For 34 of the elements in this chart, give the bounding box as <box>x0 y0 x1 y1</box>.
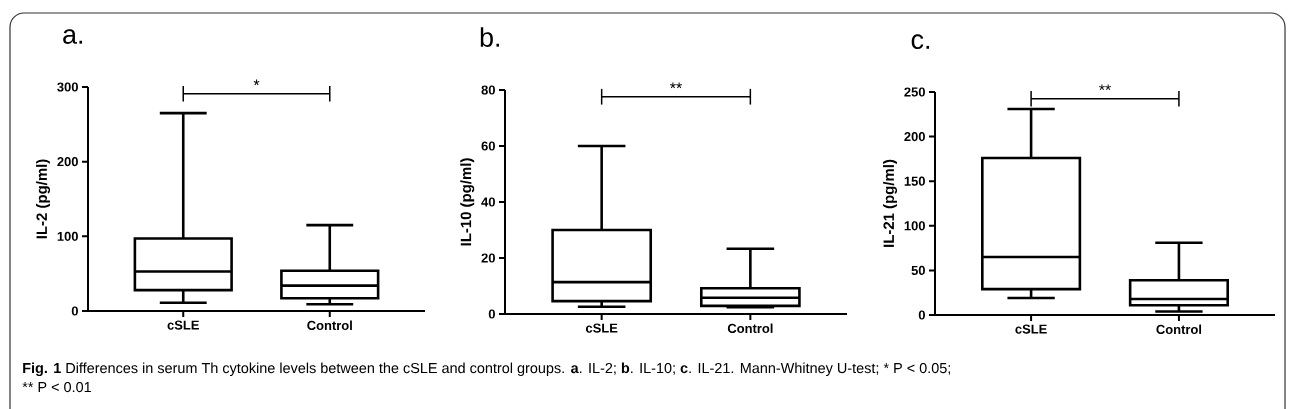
y-axis-title: IL-2 (pg/ml) <box>36 159 51 239</box>
y-tick-label: 40 <box>481 197 495 207</box>
y-tick-label: 50 <box>911 265 925 275</box>
y-tick-label: 200 <box>57 157 78 167</box>
y-tick-label: 250 <box>904 87 925 97</box>
y-tick-label: 300 <box>57 82 78 92</box>
text: ** <box>1099 84 1111 91</box>
y-tick-label: 100 <box>57 231 78 241</box>
text: * <box>253 79 260 86</box>
text: * P < 0.05; <box>883 362 951 375</box>
y-tick-label: 200 <box>904 132 925 142</box>
chart-title: b. <box>480 27 500 47</box>
x-tick-label: Control <box>307 320 352 331</box>
x-tick-label: Control <box>1156 324 1202 335</box>
y-axis-title: IL-10 (pg/ml) <box>460 158 475 246</box>
y-tick-label: 0 <box>488 309 495 319</box>
x-tick-label: cSLE <box>1015 324 1047 334</box>
y-tick-label: 60 <box>481 141 495 151</box>
x-tick-label: cSLE <box>585 323 618 333</box>
x-tick-label: Control <box>727 323 773 334</box>
y-axis-title: IL-21 (pg/ml) <box>883 159 898 247</box>
x-tick-label: cSLE <box>167 320 199 330</box>
text: Differences in serum Th cytokine levels between the cSLE and control groups. a. IL-2; b. IL-10; c. IL-21. Mann-Whitney U-test; <box>66 362 879 376</box>
text: ** P < 0.01 <box>22 381 91 393</box>
y-tick-label: 80 <box>481 85 495 95</box>
y-tick-label: 150 <box>904 176 925 186</box>
text: ** <box>670 82 682 89</box>
caption: Fig. 1 <box>23 362 61 377</box>
y-tick-label: 0 <box>71 306 78 316</box>
chart-title: c. <box>911 34 930 50</box>
chart-title: a. <box>63 29 83 44</box>
y-tick-label: 100 <box>904 221 925 231</box>
y-tick-label: 0 <box>918 310 925 320</box>
y-tick-label: 20 <box>481 253 495 263</box>
